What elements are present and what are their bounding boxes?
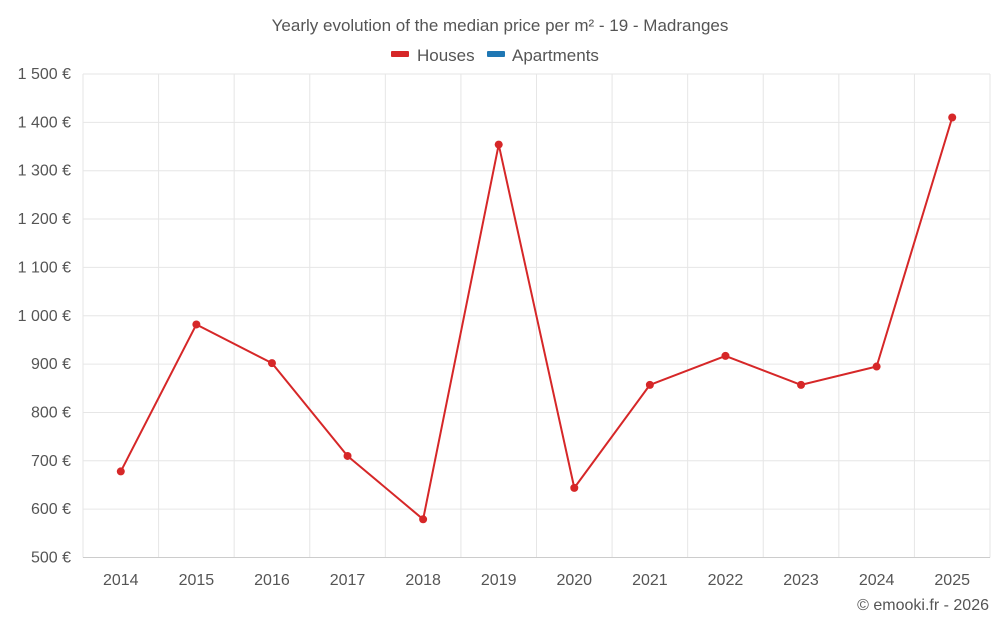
series-houses — [116, 113, 957, 524]
chart-title: Yearly evolution of the median price per… — [272, 16, 729, 35]
legend-swatch-apartments — [487, 51, 505, 57]
legend[interactable]: Houses Apartments — [391, 46, 599, 65]
legend-item-houses[interactable]: Houses — [391, 46, 475, 65]
houses-point[interactable] — [721, 351, 730, 360]
x-tick-label: 2023 — [783, 572, 819, 589]
x-tick-label: 2025 — [934, 572, 970, 589]
houses-point[interactable] — [797, 380, 806, 389]
x-tick-label: 2024 — [859, 572, 895, 589]
y-tick-label: 500 € — [31, 550, 71, 567]
houses-point[interactable] — [645, 380, 654, 389]
y-tick-label: 1 500 € — [18, 66, 71, 83]
x-tick-label: 2017 — [330, 572, 366, 589]
y-tick-label: 900 € — [31, 356, 71, 373]
legend-label-houses: Houses — [417, 46, 475, 65]
houses-point[interactable] — [948, 113, 957, 122]
legend-label-apartments: Apartments — [512, 46, 599, 65]
x-tick-label: 2016 — [254, 572, 290, 589]
y-tick-label: 1 000 € — [18, 308, 71, 325]
legend-swatch-houses — [391, 51, 409, 57]
y-tick-label: 1 300 € — [18, 163, 71, 180]
houses-point[interactable] — [116, 467, 125, 476]
y-tick-label: 600 € — [31, 501, 71, 518]
x-axis-labels: 2014 2015 2016 2017 2018 2019 2020 2021 2022 2023… — [103, 572, 970, 589]
x-tick-label: 2014 — [103, 572, 139, 589]
x-tick-label: 2022 — [708, 572, 744, 589]
houses-point[interactable] — [267, 359, 276, 368]
x-tick-label: 2018 — [405, 572, 441, 589]
vertical-gridlines — [82, 74, 991, 558]
x-tick-label: 2021 — [632, 572, 668, 589]
houses-line — [119, 117, 954, 521]
x-tick-label: 2020 — [556, 572, 592, 589]
y-tick-label: 800 € — [31, 404, 71, 421]
credit-text: © emooki.fr - 2026 — [857, 597, 989, 614]
y-axis-labels: 500 € 600 € 700 € 800 € 900 € 1 000 € 1 100 € 1… — [18, 66, 71, 567]
houses-point[interactable] — [570, 483, 579, 492]
y-tick-label: 1 100 € — [18, 259, 71, 276]
y-tick-label: 1 200 € — [18, 211, 71, 228]
houses-point[interactable] — [343, 451, 352, 460]
x-tick-label: 2015 — [179, 572, 215, 589]
houses-point[interactable] — [192, 320, 201, 329]
houses-point[interactable] — [872, 362, 881, 371]
y-tick-label: 700 € — [31, 453, 71, 470]
houses-point[interactable] — [419, 515, 428, 524]
houses-point[interactable] — [494, 140, 503, 149]
y-tick-label: 1 400 € — [18, 114, 71, 131]
x-tick-label: 2019 — [481, 572, 517, 589]
legend-item-apartments[interactable]: Apartments — [487, 46, 599, 65]
